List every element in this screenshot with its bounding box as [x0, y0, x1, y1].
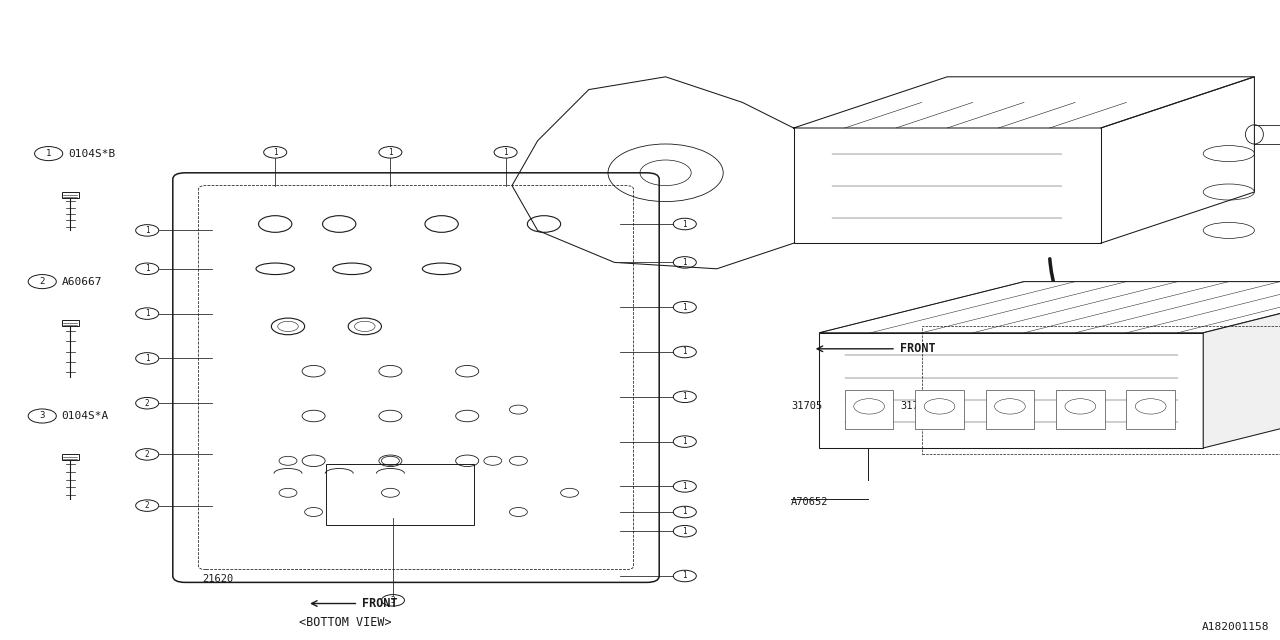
Text: A70652: A70652 [791, 497, 828, 508]
Text: 21620: 21620 [202, 574, 233, 584]
Polygon shape [1203, 282, 1280, 448]
Text: 31705: 31705 [791, 401, 822, 412]
Text: 2: 2 [145, 450, 150, 459]
Text: 1: 1 [503, 148, 508, 157]
Text: 1: 1 [273, 148, 278, 157]
Text: 1: 1 [682, 258, 687, 267]
FancyBboxPatch shape [173, 173, 659, 582]
Text: 1: 1 [682, 572, 687, 580]
Bar [326, 464, 474, 525]
Text: 1: 1 [682, 220, 687, 228]
Bar [1056, 390, 1105, 429]
Bar [1126, 390, 1175, 429]
Bar [986, 390, 1034, 429]
Text: 1: 1 [145, 226, 150, 235]
Text: 1: 1 [682, 437, 687, 446]
Text: FRONT: FRONT [900, 342, 936, 355]
Text: FRONT: FRONT [362, 597, 398, 610]
Text: 0104S*A: 0104S*A [61, 411, 109, 421]
Text: 1: 1 [682, 392, 687, 401]
Text: 1: 1 [682, 482, 687, 491]
Text: 1: 1 [145, 354, 150, 363]
Bar [915, 390, 964, 429]
Bar [61, 192, 79, 198]
Text: 2: 2 [145, 399, 150, 408]
Polygon shape [819, 333, 1203, 448]
Text: <BOTTOM VIEW>: <BOTTOM VIEW> [300, 616, 392, 628]
Text: 1: 1 [46, 149, 51, 158]
Bar [61, 454, 79, 461]
Bar [61, 320, 79, 326]
Text: A60667: A60667 [61, 276, 102, 287]
Text: 0104S*B: 0104S*B [68, 148, 115, 159]
Polygon shape [819, 282, 1280, 333]
Text: 1: 1 [145, 309, 150, 318]
Text: 1: 1 [388, 148, 393, 157]
Bar [845, 390, 893, 429]
Text: A182001158: A182001158 [1202, 622, 1270, 632]
Text: 1: 1 [682, 303, 687, 312]
Bar [922, 326, 1280, 454]
Text: 3: 3 [390, 596, 396, 605]
Text: 2: 2 [40, 277, 45, 286]
Text: 31728: 31728 [900, 401, 931, 412]
Text: 1: 1 [145, 264, 150, 273]
Text: 1: 1 [682, 527, 687, 536]
Text: 2: 2 [145, 501, 150, 510]
Text: 3: 3 [40, 412, 45, 420]
Text: 1: 1 [682, 508, 687, 516]
Text: 1: 1 [682, 348, 687, 356]
